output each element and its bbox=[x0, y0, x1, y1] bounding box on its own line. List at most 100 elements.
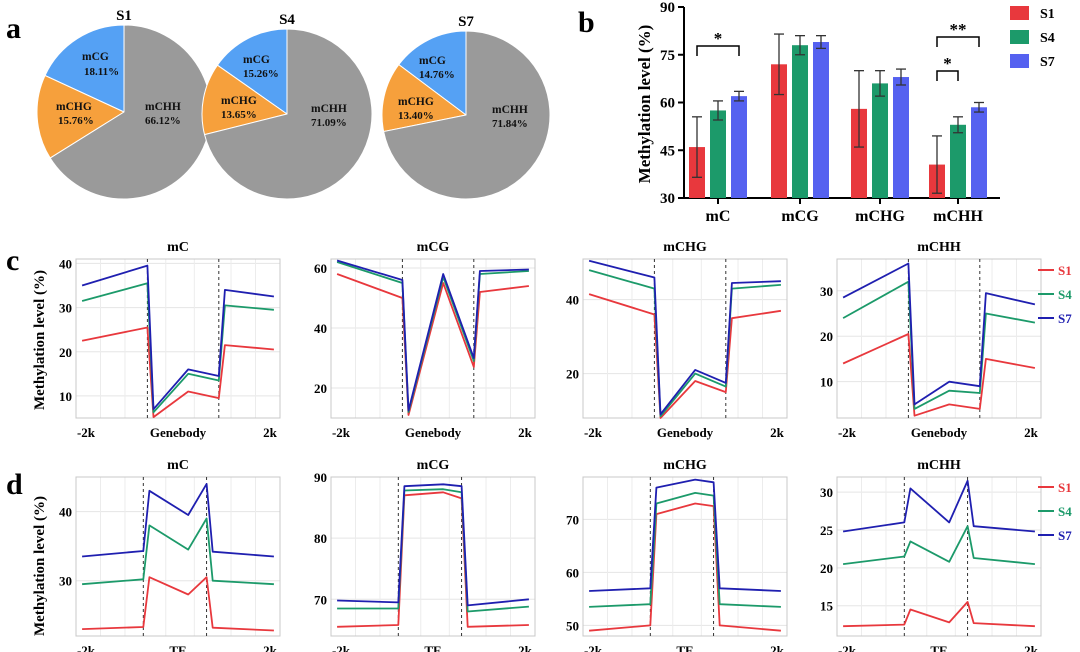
x-tick-label: Genebody bbox=[657, 425, 714, 440]
y-tick-label: 90 bbox=[660, 0, 675, 16]
series-line-s7 bbox=[842, 262, 1036, 406]
x-tick-label: -2k bbox=[838, 643, 857, 652]
significance-label: * bbox=[943, 54, 952, 73]
series-line-s1 bbox=[588, 293, 782, 419]
y-axis-label: Methylation level (%) bbox=[635, 25, 654, 184]
series-line-s7 bbox=[82, 482, 274, 558]
y-tick-label: 20 bbox=[314, 381, 327, 396]
y-tick-label: 30 bbox=[820, 284, 833, 299]
x-tick-label: TE bbox=[424, 643, 441, 652]
pie-slice-mchg bbox=[381, 63, 468, 133]
panel-label-b: b bbox=[578, 6, 595, 39]
y-tick-label: 30 bbox=[820, 485, 833, 500]
series-line-s1 bbox=[81, 326, 274, 419]
pie-slice-value: 15.26% bbox=[243, 68, 279, 80]
y-tick-label: 45 bbox=[660, 143, 675, 159]
line-panel-d: mC 30 40 -2k TE 2k mCG 70 80 90 -2k TE 2k mCHG 50 60 70 -… bbox=[32, 458, 1072, 652]
x-tick-label: -2k bbox=[77, 425, 96, 440]
line-panel-title: mCHG bbox=[663, 458, 707, 473]
legend-label: S7 bbox=[1058, 528, 1072, 543]
plot-frame bbox=[836, 258, 1042, 419]
bar-panel: 30 45 60 75 90 Methylation level (%) mC mCG mCHG… bbox=[635, 0, 1055, 225]
series-line-s1 bbox=[82, 576, 274, 632]
legend-label: S4 bbox=[1058, 287, 1072, 302]
x-tick-label: -2k bbox=[584, 425, 603, 440]
y-tick-label: 75 bbox=[660, 48, 675, 64]
y-axis-label: Methylation level (%) bbox=[32, 496, 48, 636]
legend-swatch-s4 bbox=[1010, 30, 1029, 44]
pie-slice-value: 66.12% bbox=[145, 115, 181, 127]
pie-title: S1 bbox=[116, 8, 132, 24]
line-panel-title: mCG bbox=[417, 458, 450, 473]
pie-slice-label: mCHH bbox=[492, 104, 528, 116]
pie-title: S4 bbox=[279, 12, 295, 28]
pie-slice-mcg bbox=[44, 24, 125, 113]
pie-slice-label: mCG bbox=[82, 51, 109, 63]
legend-label: S7 bbox=[1058, 311, 1072, 326]
y-tick-label: 40 bbox=[566, 293, 579, 308]
series-line-s7 bbox=[589, 478, 781, 592]
plot-frame bbox=[330, 258, 536, 419]
pie-slice-value: 15.76% bbox=[58, 115, 94, 127]
series-line-s1 bbox=[842, 333, 1036, 417]
x-tick-label: Genebody bbox=[405, 425, 462, 440]
significance-bracket bbox=[696, 45, 740, 56]
panel-label-c: c bbox=[6, 244, 19, 277]
x-tick-label: -2k bbox=[77, 643, 96, 652]
x-tick-label: 2k bbox=[263, 643, 278, 652]
plot-frame bbox=[836, 476, 1042, 637]
bar-s4-mchg bbox=[872, 83, 888, 198]
y-tick-label: 60 bbox=[566, 565, 579, 580]
series-line-s4 bbox=[337, 488, 529, 613]
bar-s1-mcg bbox=[771, 64, 787, 198]
series-line-s4 bbox=[82, 517, 274, 586]
x-tick-label: -2k bbox=[332, 643, 351, 652]
series-line-s7 bbox=[337, 483, 529, 607]
pie-slice-value: 71.84% bbox=[492, 118, 528, 130]
legend-swatch-s1 bbox=[1010, 6, 1029, 20]
y-tick-label: 30 bbox=[59, 301, 72, 316]
series-line-s7 bbox=[588, 259, 781, 416]
y-tick-label: 60 bbox=[660, 96, 675, 112]
pie-slice-label: mCHG bbox=[398, 96, 434, 108]
x-tick-label: TE bbox=[676, 643, 693, 652]
x-tick-label: mCG bbox=[781, 208, 819, 225]
pie-slice-label: mCHH bbox=[311, 103, 347, 115]
legend-swatch-s7 bbox=[1010, 54, 1029, 68]
line-panel-title: mCG bbox=[417, 240, 450, 255]
pie-slice-mchh bbox=[49, 24, 212, 200]
y-tick-label: 40 bbox=[59, 505, 72, 520]
y-tick-label: 20 bbox=[566, 367, 579, 382]
pie-slice-mchh bbox=[203, 28, 373, 200]
y-axis-label: Methylation level (%) bbox=[32, 270, 48, 410]
series-line-s7 bbox=[336, 259, 529, 412]
y-tick-label: 60 bbox=[314, 261, 327, 276]
y-tick-label: 80 bbox=[314, 531, 327, 546]
pie-slice-label: mCHH bbox=[145, 101, 181, 113]
pie-slice-label: mCHG bbox=[221, 95, 257, 107]
line-panel-title: mC bbox=[167, 458, 189, 473]
pie-slice-mcg bbox=[398, 30, 467, 116]
pie-slice-mchh bbox=[383, 30, 551, 200]
pie-slice-label: mCHG bbox=[56, 101, 92, 113]
x-tick-label: 2k bbox=[518, 425, 533, 440]
pie-slice-label: mCG bbox=[243, 54, 270, 66]
x-tick-label: mC bbox=[706, 208, 731, 225]
series-line-s4 bbox=[589, 491, 781, 608]
x-tick-label: 2k bbox=[1024, 643, 1039, 652]
legend-label: S7 bbox=[1040, 55, 1055, 70]
pie-slice-value: 14.76% bbox=[419, 69, 455, 81]
pie-panel: S1 mCG 18.11% mCHG 15.76% mCHH 66.12% S4 mCG 15.2… bbox=[36, 8, 551, 200]
bar-s7-mc bbox=[731, 96, 747, 198]
series-line-s7 bbox=[81, 264, 275, 411]
y-tick-label: 10 bbox=[820, 375, 833, 390]
bar-s4-mc bbox=[710, 110, 726, 198]
x-tick-label: Genebody bbox=[150, 425, 207, 440]
x-tick-label: mCHG bbox=[855, 208, 905, 225]
pie-slice-value: 71.09% bbox=[311, 117, 347, 129]
series-line-s7 bbox=[842, 479, 1035, 533]
x-tick-label: 2k bbox=[770, 643, 785, 652]
significance-bracket bbox=[936, 36, 980, 47]
series-line-s4 bbox=[588, 269, 781, 418]
